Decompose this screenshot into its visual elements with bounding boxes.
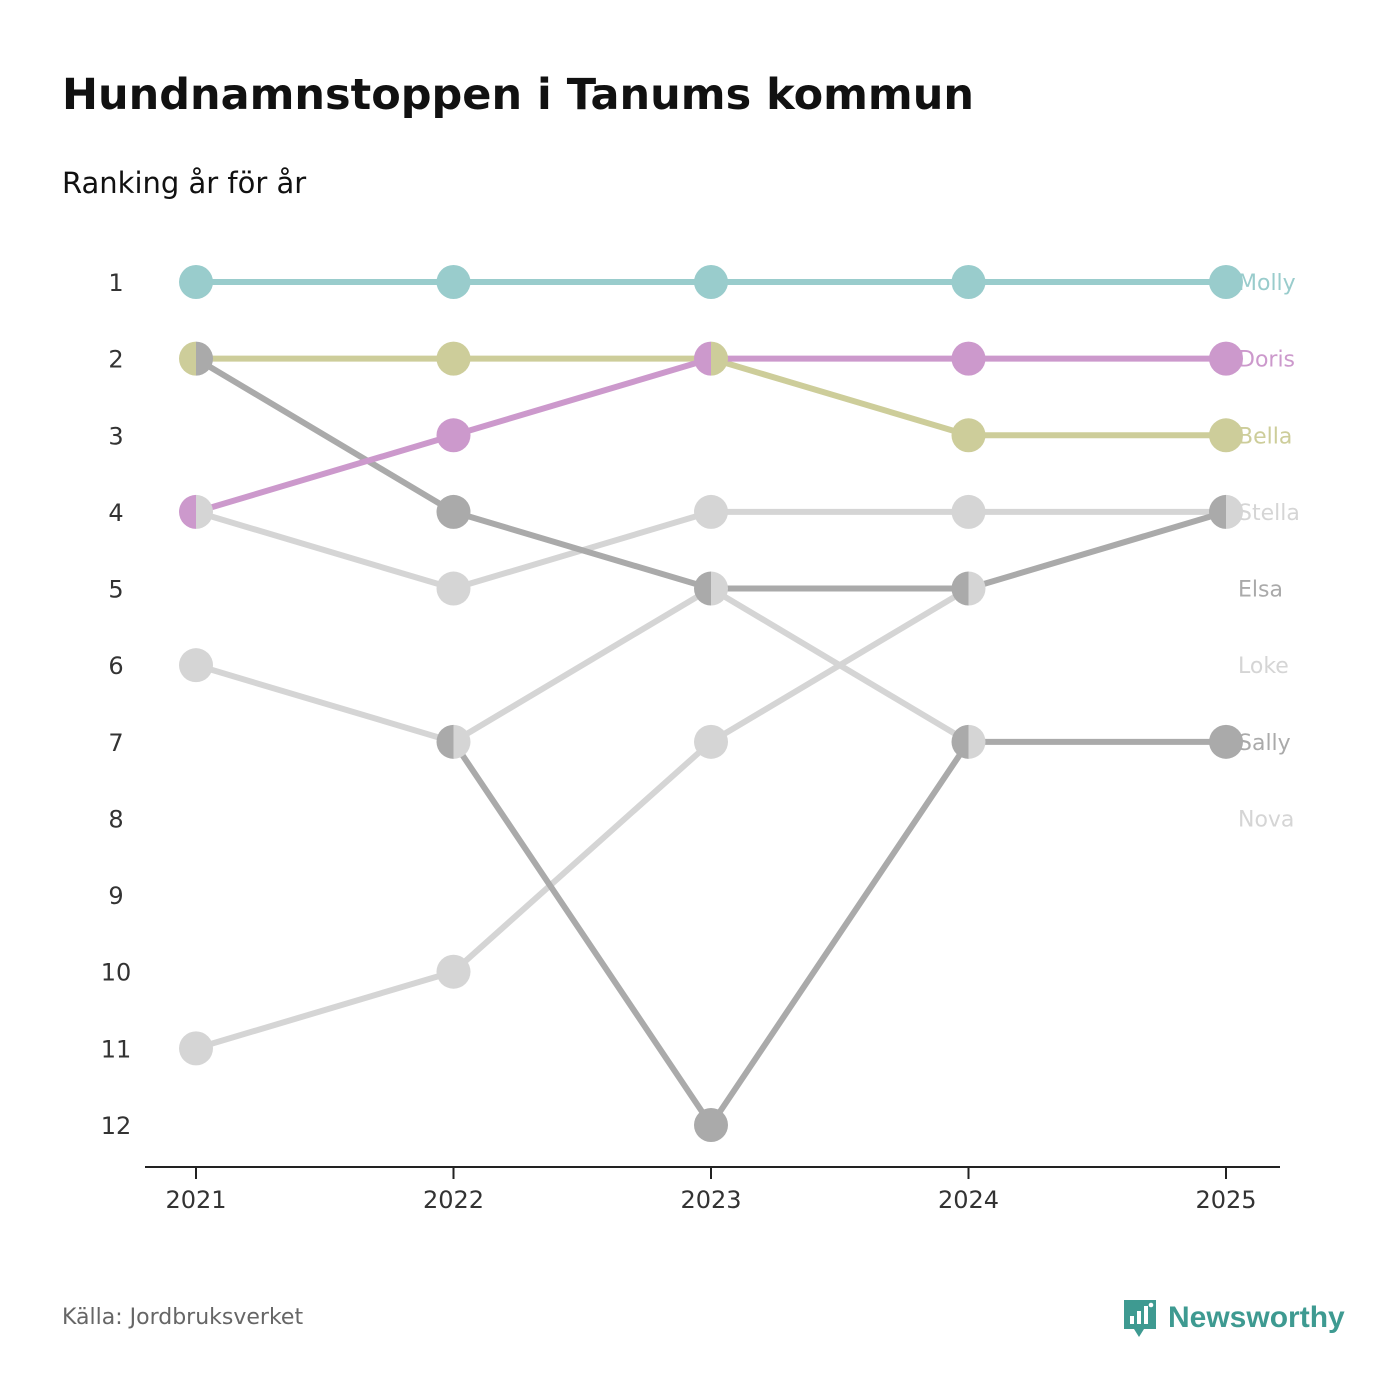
x-tick-label: 2024 [938,1186,999,1214]
series-line-elsa [193,355,1229,592]
point-elsa-2022 [436,494,471,529]
chart-title: Hundnamnstoppen i Tanums kommun [62,70,974,120]
y-tick-label: 4 [108,499,123,527]
series-end-labels: Molly Doris Bella Stella Elsa Loke Sally Nova [1238,271,1300,832]
point-bella-2024 [951,418,986,453]
point-bella-2023 [711,341,728,376]
y-tick-label: 12 [101,1112,132,1140]
x-tick-label: 2023 [680,1186,741,1214]
point-loke-2023 [711,571,728,606]
point-elsa-2024 [951,571,969,606]
end-label-stella: Stella [1238,501,1300,526]
point-doris-2021 [178,494,196,529]
x-tick-label: 2025 [1195,1186,1256,1214]
point-elsa-2023 [694,571,711,606]
point-sally-2024 [951,724,969,759]
point-sally-2022 [436,724,454,759]
x-tick-label: 2021 [165,1186,226,1214]
point-nova-2022 [436,954,471,989]
y-tick-label: 10 [101,959,132,987]
end-label-doris: Doris [1238,348,1295,373]
y-tick-label: 8 [108,805,123,833]
point-loke-2021 [179,648,213,683]
series-markers [178,265,1243,1142]
point-molly-2024 [951,265,986,299]
point-nova-2024 [968,571,986,606]
point-molly-2023 [694,265,728,299]
y-tick-label: 6 [108,652,123,680]
point-sally-2023 [694,1108,728,1142]
point-sally-2025 [1209,724,1243,759]
end-label-molly: Molly [1238,271,1296,296]
y-tick-label: 1 [108,269,123,297]
point-elsa-2021 [196,341,214,376]
x-axis: 2021 2022 2023 2024 2025 [145,1166,1280,1214]
y-tick-label: 7 [108,729,123,757]
point-loke-2022 [453,724,471,759]
brand-name: Newsworthy [1168,1301,1345,1334]
point-doris-2022 [436,418,471,453]
series-line-sally [450,738,1229,1128]
x-tick-label: 2022 [423,1186,484,1214]
end-label-elsa: Elsa [1238,578,1283,603]
brand-logo[interactable]: Newsworthy [1122,1296,1345,1340]
point-nova-2023 [694,724,728,759]
point-doris-2025 [1209,341,1243,376]
point-stella-2024 [951,494,986,529]
point-loke-2024 [968,724,986,759]
newsworthy-logo-icon [1124,1300,1156,1337]
point-elsa-2025 [1209,494,1226,529]
point-molly-2025 [1209,265,1243,299]
point-doris-2024 [951,341,986,376]
point-bella-2022 [436,341,471,376]
point-nova-2021 [179,1031,213,1066]
series-lines [193,279,1229,1128]
point-stella-2025 [1226,494,1243,529]
point-stella-2023 [694,494,728,529]
y-tick-label: 11 [101,1035,132,1063]
point-doris-2023 [694,341,711,376]
y-tick-label: 5 [108,576,123,604]
y-tick-label: 2 [108,346,123,374]
point-stella-2022 [436,571,471,606]
series-line-nova [193,585,972,1052]
point-molly-2021 [179,265,213,299]
end-label-sally: Sally [1238,731,1291,756]
y-tick-label: 9 [108,882,123,910]
point-bella-2025 [1209,418,1243,453]
end-label-loke: Loke [1238,654,1289,679]
end-label-bella: Bella [1238,424,1292,449]
point-molly-2022 [436,265,471,299]
point-stella-2021 [196,494,214,529]
end-label-nova: Nova [1238,807,1294,832]
point-bella-2021 [179,341,196,376]
source-note: Källa: Jordbruksverket [62,1305,304,1330]
series-line-loke [193,585,972,745]
chart-subtitle: Ranking år för år [62,166,307,200]
y-tick-label: 3 [108,422,123,450]
